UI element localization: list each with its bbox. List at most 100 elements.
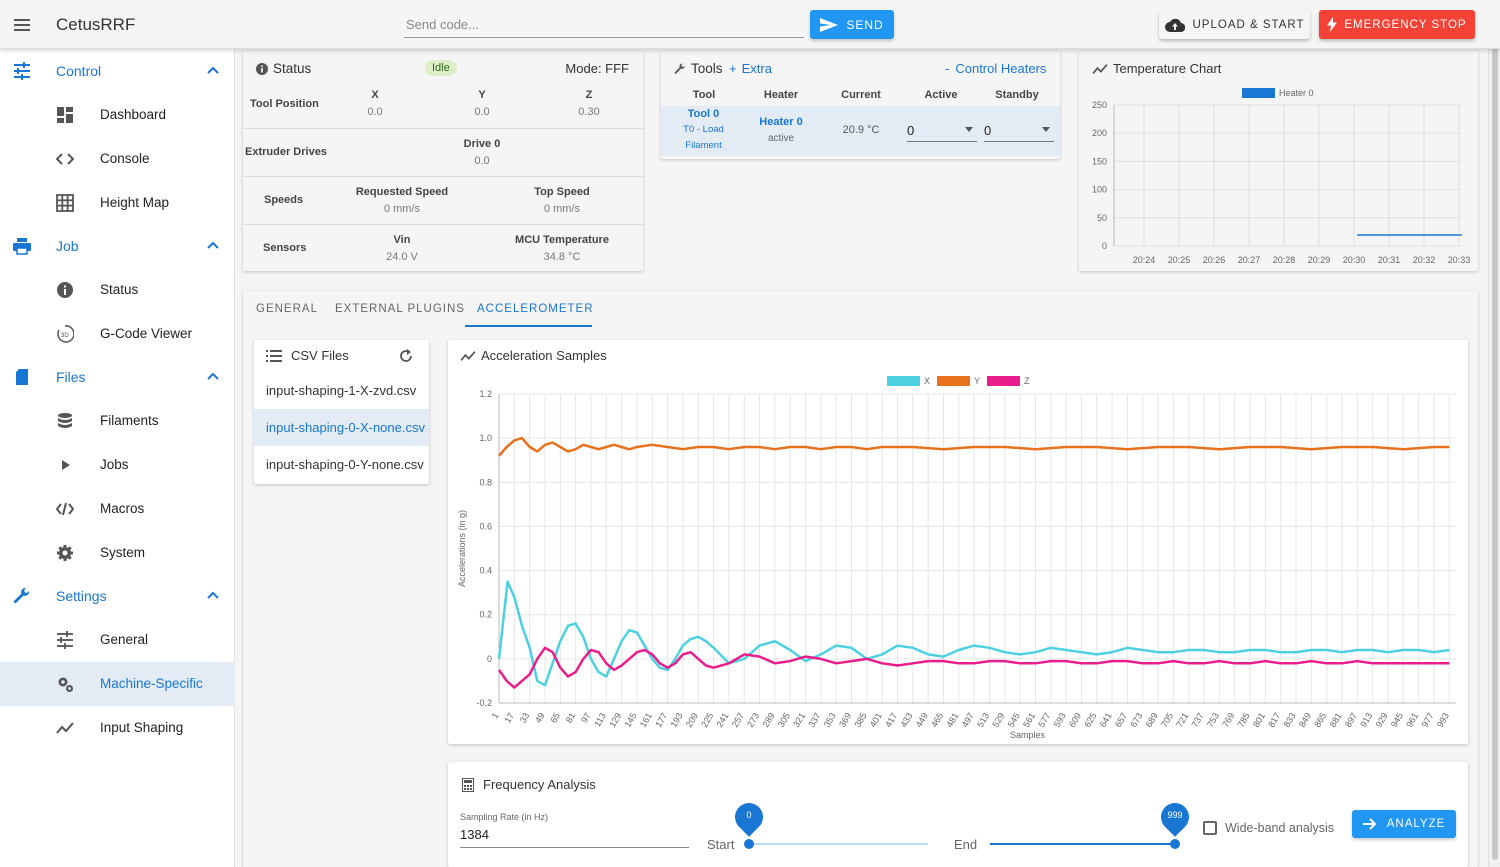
sidebar-item-jobs[interactable]: Jobs [0, 443, 235, 487]
scrollbar-thumb[interactable] [1492, 8, 1498, 860]
legend-label: X [924, 376, 930, 386]
sidebar-item-dashboard[interactable]: Dashboard [0, 93, 235, 137]
refresh-icon[interactable] [399, 349, 413, 363]
send-code-input[interactable] [404, 12, 804, 38]
tune-icon [14, 62, 30, 80]
x-tick-label: 20:30 [1343, 255, 1366, 265]
heater-cell[interactable]: Heater 0 active [759, 116, 803, 144]
sidebar-group-settings[interactable]: Settings [0, 574, 235, 618]
row-label: Sensors [263, 242, 307, 254]
tab-general[interactable]: GENERAL [256, 303, 318, 315]
sidebar-item-console[interactable]: Console [0, 137, 235, 181]
sidebar: Control Dashboard Console Height Map Job… [0, 49, 235, 867]
x-tick-label: 20:28 [1273, 255, 1296, 265]
caret-down-icon [965, 127, 973, 132]
database-icon [58, 413, 72, 428]
x-tick-label: 305 [776, 711, 792, 729]
end-slider-thumb[interactable] [1170, 839, 1180, 849]
tool-position-row: Tool Position X 0.0 Y 0.0 Z 0.30 [243, 81, 643, 129]
legend-label: Y [974, 376, 980, 386]
control-heaters-link[interactable]: - Control Heaters [945, 61, 1047, 76]
x-tick-label: 513 [975, 711, 991, 729]
wideband-checkbox[interactable] [1203, 821, 1217, 835]
x-tick-label: 481 [944, 711, 960, 729]
temperature-chart-card: Temperature Chart Heater 0 250 200 150 100 50… [1079, 51, 1478, 271]
temp-chart-title: Temperature Chart [1092, 61, 1221, 76]
sidebar-item-macros[interactable]: Macros [0, 487, 235, 531]
sidebar-item-general[interactable]: General [0, 618, 235, 662]
csv-file-item[interactable]: input-shaping-1-X-zvd.csv [266, 383, 417, 398]
x-tick-label: 20:27 [1238, 255, 1261, 265]
sidebar-group-files[interactable]: Files [0, 355, 235, 399]
start-slider-thumb[interactable] [744, 839, 754, 849]
tab-accelerometer[interactable]: ACCELEROMETER [477, 303, 594, 315]
sidebar-item-label: Machine-Specific [100, 676, 203, 691]
chart-line-icon [1092, 63, 1108, 74]
tab-external-plugins[interactable]: EXTERNAL PLUGINS [335, 303, 465, 315]
active-temp-select[interactable]: 0 [907, 120, 977, 142]
y-tick-label: 50 [1097, 213, 1107, 223]
send-button[interactable]: SEND [810, 10, 894, 39]
sidebar-item-label: Filaments [100, 413, 159, 428]
tools-card: Tools + Extra - Control Heaters Tool Heate… [661, 51, 1060, 159]
sampling-rate-label: Sampling Rate (in Hz) [460, 812, 549, 822]
analyze-button[interactable]: ANALYZE [1352, 810, 1456, 838]
sidebar-item-input-shaping[interactable]: Input Shaping [0, 706, 235, 750]
sidebar-item-label: Jobs [100, 457, 129, 472]
csv-file-item[interactable]: input-shaping-0-Y-none.csv [266, 457, 424, 472]
sidebar-item-gcode-viewer[interactable]: 3D G-Code Viewer [0, 312, 235, 356]
dashboard-icon [57, 107, 73, 123]
x-tick-label: 961 [1404, 711, 1420, 729]
sidebar-item-machine-specific[interactable]: Machine-Specific [0, 662, 235, 706]
x-tick-label: 81 [564, 711, 578, 725]
csv-file-item-selected[interactable]: input-shaping-0-X-none.csv [254, 409, 429, 446]
sidebar-item-filaments[interactable]: Filaments [0, 399, 235, 443]
sidebar-group-job[interactable]: Job [0, 224, 235, 268]
end-slider[interactable]: 999 [990, 797, 1195, 849]
y-axis-label: Accelerations (in g) [457, 510, 467, 587]
x-tick-label: 20:26 [1203, 255, 1226, 265]
x-tick-label: 593 [1052, 711, 1068, 729]
y-tick-label: 250 [1092, 100, 1107, 110]
x-tick-label: 417 [883, 711, 899, 729]
x-tick-label: 353 [822, 711, 838, 729]
x-tick-label: 369 [837, 711, 853, 729]
page-scrollbar[interactable] [1488, 0, 1500, 867]
chart-line-icon [56, 722, 74, 734]
sidebar-item-system[interactable]: System [0, 531, 235, 575]
x-tick-label: 65 [548, 711, 562, 725]
x-tick-label: 641 [1098, 711, 1114, 729]
x-tick-label: 785 [1236, 711, 1252, 729]
status-title: Status [256, 61, 311, 76]
gear-icon [57, 545, 73, 561]
info-icon [256, 62, 268, 75]
x-tick-label: 97 [579, 711, 593, 725]
sidebar-item-status[interactable]: Status [0, 268, 235, 312]
wrench-icon [674, 63, 685, 74]
col-tool: Tool [692, 89, 716, 101]
emergency-stop-button[interactable]: EMERGENCY STOP [1319, 10, 1475, 39]
tool-cell[interactable]: Tool 0 T0 - Load Filament [683, 108, 724, 151]
sidebar-group-control[interactable]: Control [0, 49, 235, 93]
sidebar-item-label: Height Map [100, 195, 170, 210]
start-slider[interactable]: 0 [729, 797, 928, 849]
y-tick-label: 1.2 [479, 389, 492, 399]
x-tick-label: 849 [1297, 711, 1313, 729]
x-tick-label: 20:32 [1413, 255, 1436, 265]
requested-speed: Requested Speed 0 mm/s [355, 186, 449, 215]
menu-icon[interactable] [10, 13, 34, 37]
minus-icon: - [945, 61, 950, 76]
freq-title: Frequency Analysis [462, 777, 596, 792]
sensors-row: Sensors Vin 24.0 V MCU Temperature 34.8 °C [243, 224, 643, 271]
estop-label: EMERGENCY STOP [1344, 18, 1467, 31]
plus-icon: + [729, 61, 737, 76]
sampling-rate-field[interactable]: Sampling Rate (in Hz) 1384 [460, 812, 689, 848]
sidebar-item-height-map[interactable]: Height Map [0, 181, 235, 225]
x-tick-label: 17 [502, 711, 516, 725]
upload-start-button[interactable]: UPLOAD & START [1159, 10, 1310, 39]
extra-link[interactable]: + Extra [729, 61, 772, 76]
x-tick-label: 465 [929, 711, 945, 729]
standby-temp-select[interactable]: 0 [984, 120, 1054, 142]
sidebar-group-label: Settings [56, 588, 107, 604]
legend-label: Heater 0 [1279, 88, 1314, 98]
